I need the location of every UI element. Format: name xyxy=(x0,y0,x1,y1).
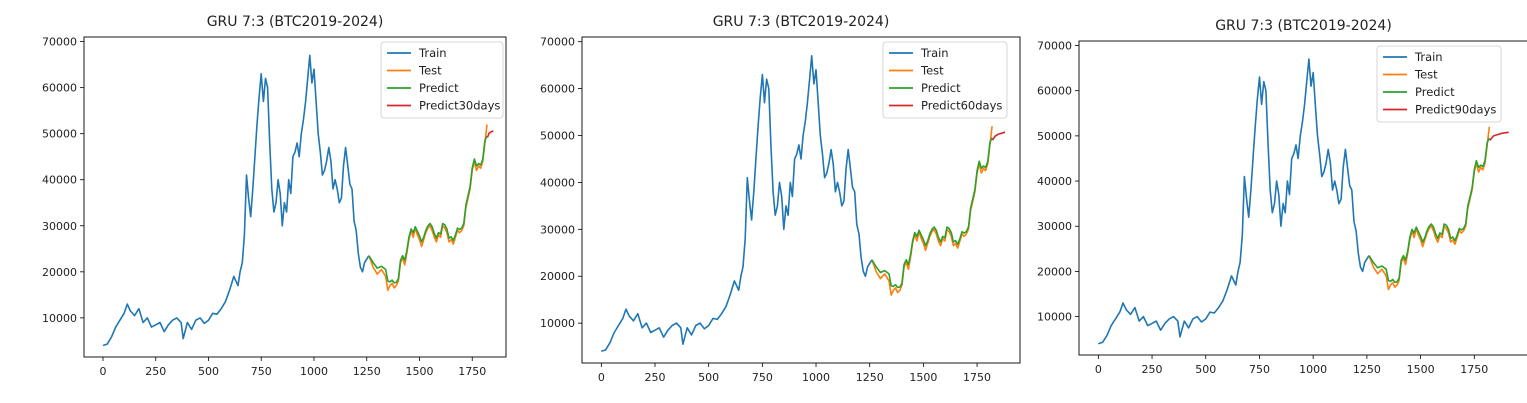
x-tick-label: 1250 xyxy=(1353,363,1381,376)
y-tick-label: 70000 xyxy=(1037,40,1072,53)
chart-3: GRU 7:3 (BTC2019-2024) 0 250 500 750 1000 1250… xyxy=(1037,18,1527,376)
axes-frame xyxy=(581,36,1021,364)
x-tick-label: 1750 xyxy=(1460,363,1488,376)
y-tick-label: 70000 xyxy=(540,36,575,49)
y-tick-label: 60000 xyxy=(42,82,77,95)
legend-label-predict: Predict xyxy=(1415,85,1455,99)
y-tick-label: 10000 xyxy=(540,317,575,330)
chart-panel-1: GRU 7:3 (BTC2019-2024) 0 250 500 750 1000 1250… xyxy=(0,0,515,403)
x-tick-label: 0 xyxy=(99,365,106,378)
chart-title: GRU 7:3 (BTC2019-2024) xyxy=(207,14,384,30)
y-tick-label: 70000 xyxy=(42,36,77,49)
legend-box xyxy=(380,41,504,119)
y-tick-label: 20000 xyxy=(1037,265,1072,278)
axes-frame xyxy=(1078,40,1527,356)
x-tick-label: 750 xyxy=(251,365,272,378)
legend-box xyxy=(1376,45,1502,123)
x-tick-label: 1750 xyxy=(963,371,991,384)
legend-label-test: Test xyxy=(418,64,442,78)
chart-1: GRU 7:3 (BTC2019-2024) 0 250 500 750 1000 1250… xyxy=(42,14,507,378)
series-line-test xyxy=(871,126,993,296)
legend-label-forecast: Predict90days xyxy=(1415,103,1496,117)
y-tick-label: 10000 xyxy=(1037,311,1072,324)
chart-title: GRU 7:3 (BTC2019-2024) xyxy=(713,14,890,30)
x-tick-label: 500 xyxy=(198,365,219,378)
x-tick-label: 1000 xyxy=(802,371,830,384)
series-line-predict xyxy=(1368,137,1491,284)
series-line-train xyxy=(601,54,873,353)
series-line-forecast xyxy=(991,131,1006,141)
series-line-forecast xyxy=(1489,131,1509,141)
legend-label-forecast: Predict30days xyxy=(419,99,500,113)
y-tick-label: 40000 xyxy=(1037,175,1072,188)
series-line-test xyxy=(1368,126,1491,291)
x-tick-label: 250 xyxy=(645,371,666,384)
y-tick-label: 40000 xyxy=(540,176,575,189)
y-tick-label: 40000 xyxy=(42,174,77,187)
series-line-train xyxy=(102,54,370,347)
legend-label-test: Test xyxy=(1414,68,1438,82)
y-tick-label: 50000 xyxy=(1037,130,1072,143)
chart-panel-3: GRU 7:3 (BTC2019-2024) 0 250 500 750 1000 1250… xyxy=(1025,0,1527,403)
y-tick-label: 30000 xyxy=(42,220,77,233)
chart-2: GRU 7:3 (BTC2019-2024) 0 250 500 750 1000 1250… xyxy=(540,14,1021,384)
legend-label-train: Train xyxy=(920,46,949,60)
series-line-predict xyxy=(368,135,488,284)
y-tick-label: 60000 xyxy=(1037,85,1072,98)
x-tick-label: 1500 xyxy=(909,371,937,384)
x-tick-label: 1000 xyxy=(1299,363,1327,376)
x-tick-label: 250 xyxy=(145,365,166,378)
x-tick-label: 1750 xyxy=(458,365,486,378)
series-line-test xyxy=(368,124,488,292)
series-line-predict xyxy=(871,137,993,289)
x-tick-label: 1250 xyxy=(353,365,381,378)
x-tick-label: 750 xyxy=(1249,363,1270,376)
y-tick-label: 30000 xyxy=(1037,220,1072,233)
y-tick-label: 10000 xyxy=(42,312,77,325)
series-line-forecast xyxy=(486,130,494,138)
legend-box xyxy=(882,41,1008,119)
y-tick-label: 50000 xyxy=(540,130,575,143)
x-tick-label: 0 xyxy=(1095,363,1102,376)
y-tick-label: 30000 xyxy=(540,223,575,236)
series-line-train xyxy=(1098,58,1370,345)
legend-label-predict: Predict xyxy=(419,81,459,95)
y-tick-label: 20000 xyxy=(540,270,575,283)
y-tick-label: 60000 xyxy=(540,83,575,96)
legend-label-train: Train xyxy=(418,46,447,60)
x-tick-label: 1500 xyxy=(405,365,433,378)
chart-title: GRU 7:3 (BTC2019-2024) xyxy=(1215,18,1392,34)
axes-frame xyxy=(83,36,507,358)
legend-label-predict: Predict xyxy=(921,81,961,95)
x-tick-label: 500 xyxy=(698,371,719,384)
y-tick-label: 50000 xyxy=(42,128,77,141)
x-tick-label: 1250 xyxy=(856,371,884,384)
x-tick-label: 1500 xyxy=(1407,363,1435,376)
legend-label-test: Test xyxy=(920,64,944,78)
x-tick-label: 750 xyxy=(752,371,773,384)
x-tick-label: 1000 xyxy=(300,365,328,378)
legend-label-forecast: Predict60days xyxy=(921,99,1002,113)
legend-label-train: Train xyxy=(1414,50,1443,64)
x-tick-label: 250 xyxy=(1142,363,1163,376)
chart-panel-2: GRU 7:3 (BTC2019-2024) 0 250 500 750 1000 1250… xyxy=(515,0,1025,403)
x-tick-label: 0 xyxy=(598,371,605,384)
y-tick-label: 20000 xyxy=(42,266,77,279)
x-tick-label: 500 xyxy=(1195,363,1216,376)
